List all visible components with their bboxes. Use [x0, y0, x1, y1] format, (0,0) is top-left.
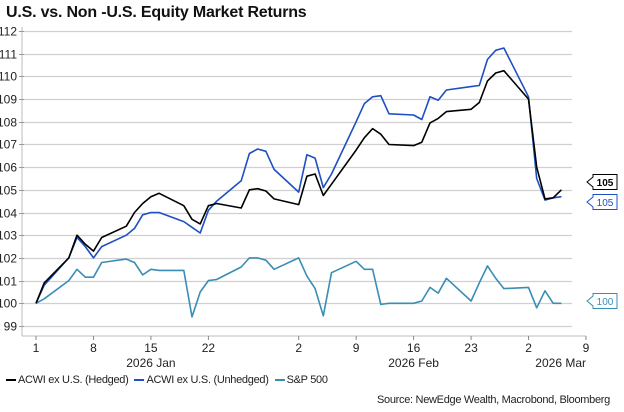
gridlines — [22, 30, 572, 328]
end-label-2: 100 — [586, 293, 618, 309]
end-label-value: 100 — [597, 297, 614, 308]
legend-item-sp500: S&P 500 — [274, 374, 328, 386]
x-tick-label: 2 — [525, 341, 532, 355]
source-note: Source: NewEdge Wealth, Macrobond, Bloom… — [376, 394, 610, 406]
x-tick-label: 16 — [407, 341, 421, 355]
x-tick-label: 2 — [295, 341, 302, 355]
y-tick-label: 103 — [0, 229, 17, 243]
x-tick-label: 23 — [464, 341, 478, 355]
y-axis: 99 100 101 102 103 104 105 106 107 108 109 110 111 11… — [0, 25, 24, 336]
end-label-1: 105 — [586, 194, 618, 210]
x-tick-label: 15 — [144, 341, 158, 355]
x-tick-label: 22 — [202, 341, 216, 355]
legend-item-unhedged: ACWI ex U.S. (Unhedged) — [134, 374, 269, 386]
legend-swatch-hedged — [6, 379, 16, 381]
y-tick-label: 104 — [0, 207, 17, 221]
y-tick-label: 105 — [0, 184, 17, 198]
series-line-acwi-ex-u-s-hedged — [35, 69, 562, 304]
y-tick-label: 108 — [0, 116, 17, 130]
y-tick-label: 107 — [0, 138, 17, 152]
series-line-s-p-500 — [35, 257, 562, 318]
y-tick-label: 102 — [0, 252, 17, 266]
end-label-value: 105 — [597, 178, 614, 189]
y-tick-label: 109 — [0, 93, 17, 107]
y-tick-label: 111 — [0, 48, 17, 62]
x-month-label: 2026 Feb — [388, 356, 439, 370]
series-line-acwi-ex-u-s-unhedged — [35, 47, 562, 304]
y-tick-label: 100 — [0, 297, 17, 311]
end-label-value: 105 — [597, 198, 614, 209]
x-tick-label: 9 — [353, 341, 360, 355]
y-tick-label: 106 — [0, 161, 17, 175]
y-tick-label: 110 — [0, 70, 17, 84]
legend-label-sp500: S&P 500 — [286, 374, 328, 386]
legend: ACWI ex U.S. (Hedged) ACWI ex U.S. (Unhe… — [6, 374, 334, 386]
x-month-label: 2026 Jan — [126, 356, 175, 370]
legend-label-hedged: ACWI ex U.S. (Hedged) — [18, 374, 129, 386]
end-labels: 105 105 100 — [586, 174, 618, 309]
y-tick-label: 101 — [0, 275, 17, 289]
legend-swatch-sp500 — [274, 379, 285, 381]
end-label-box — [586, 174, 618, 190]
x-month-label: 2026 Mar — [535, 356, 586, 370]
y-tick-label: 99 — [4, 320, 18, 334]
x-tick-label: 9 — [583, 341, 590, 355]
legend-swatch-unhedged — [134, 379, 145, 381]
end-label-0: 105 — [586, 174, 618, 190]
series-lines — [35, 47, 562, 318]
x-tick-label: 8 — [90, 341, 97, 355]
end-label-box — [586, 194, 618, 210]
legend-item-hedged: ACWI ex U.S. (Hedged) — [6, 374, 129, 386]
y-tick-label: 112 — [0, 25, 17, 39]
end-label-box — [586, 293, 618, 309]
legend-label-unhedged: ACWI ex U.S. (Unhedged) — [146, 374, 269, 386]
x-tick-label: 1 — [33, 341, 40, 355]
chart-title: U.S. vs. Non -U.S. Equity Market Returns — [6, 4, 307, 21]
